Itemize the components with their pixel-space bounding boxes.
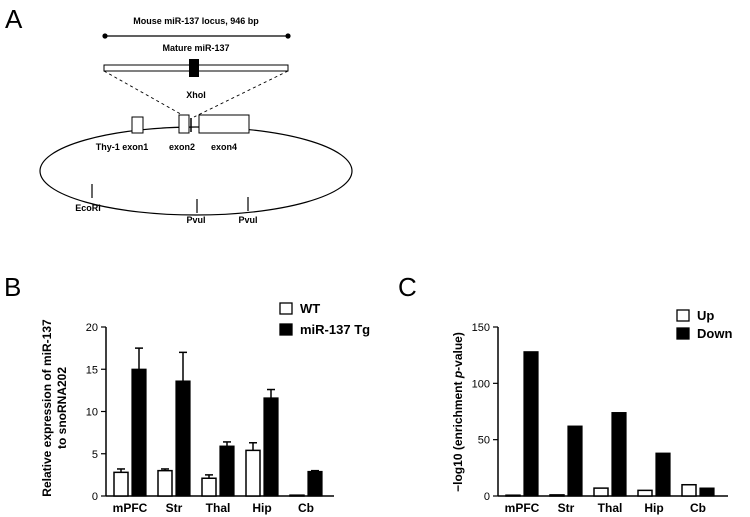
bar-wt-hip — [245, 449, 261, 497]
legend-label-down: Down — [697, 326, 732, 341]
locus-label: Mouse miR-137 locus, 946 bp — [133, 16, 259, 26]
chart-b-category-label: Str — [166, 501, 183, 515]
bar-mir-137-tg-cb — [307, 470, 323, 497]
bar-wt-mpfc — [113, 471, 129, 497]
bar-wt-cb — [289, 494, 305, 497]
chart-c-category-label: Cb — [690, 501, 706, 515]
locus-end-dot — [285, 33, 291, 39]
legend-label-up: Up — [697, 308, 714, 323]
chart-b-ytick-label: 15 — [86, 364, 98, 376]
chart-b-ytick-label: 10 — [86, 407, 98, 419]
exon4-box — [198, 114, 250, 134]
chart-c-legend: Up Down — [676, 308, 732, 341]
bar-up-mpfc — [505, 494, 521, 497]
panel-letter-b: B — [4, 272, 21, 302]
chart-c-ytick-label: 150 — [472, 322, 490, 334]
bar-mir-137-tg-str — [175, 380, 191, 497]
panel-letter-c: C — [398, 272, 417, 302]
chart-b-bars — [113, 347, 323, 497]
bar-up-cb — [681, 483, 697, 497]
chart-b: Relative expression of miR-137 to snoRNA… — [40, 301, 370, 515]
legend-swatch-up — [676, 309, 690, 322]
chart-c-ytick-label: 50 — [478, 435, 490, 447]
bar-down-cb — [699, 487, 715, 497]
chart-c-ylabel-prefix: −log10 (enrichment — [451, 378, 465, 492]
chart-b-ytick-label: 20 — [86, 322, 98, 334]
mature-label: Mature miR-137 — [162, 43, 229, 53]
exon1-box — [131, 116, 144, 134]
chart-b-legend: WT miR-137 Tg — [279, 301, 370, 337]
legend-label-wt: WT — [300, 301, 320, 316]
chart-c-category-label: Thal — [598, 501, 623, 515]
zoom-line-right — [193, 70, 289, 118]
chart-c-ylabel-italic: p — [451, 371, 465, 379]
construct-diagram: Mouse miR-137 locus, 946 bp Mature miR-1… — [39, 16, 353, 225]
bar-mir-137-tg-thal — [219, 445, 235, 497]
chart-b-category-label: mPFC — [113, 501, 148, 515]
chart-c-category-label: Str — [558, 501, 575, 515]
pvui-label-1: PvuI — [186, 215, 205, 225]
exon4-label: exon4 — [211, 142, 237, 152]
chart-c-ytick-label: 100 — [472, 378, 490, 390]
bar-wt-str — [157, 469, 173, 497]
chart-b-ytick-label: 5 — [92, 449, 98, 461]
legend-swatch-wt — [279, 302, 293, 315]
chart-c-bars — [505, 351, 715, 497]
exon2-box — [178, 114, 190, 134]
chart-b-category-label: Thal — [206, 501, 231, 515]
bar-down-str — [567, 425, 583, 497]
chart-c-category-label: mPFC — [505, 501, 540, 515]
legend-label-tg: miR-137 Tg — [300, 322, 370, 337]
chart-b-category-label: Cb — [298, 501, 314, 515]
bar-down-mpfc — [523, 351, 539, 497]
chart-c-yticks: 0 50 100 150 — [472, 322, 498, 503]
bar-mir-137-tg-mpfc — [131, 368, 147, 497]
bar-up-str — [549, 494, 565, 497]
panel-letter-a: A — [5, 4, 23, 34]
bar-wt-thal — [201, 477, 217, 497]
legend-swatch-tg — [279, 323, 293, 336]
legend-swatch-down — [676, 327, 690, 340]
bar-down-thal — [611, 412, 627, 497]
chart-c-ylabel-suffix: -value) — [451, 332, 465, 371]
chart-c: −log10 (enrichment p-value) 0 50 100 150 mP… — [451, 308, 732, 515]
chart-b-ylabel-line2: to snoRNA202 — [55, 367, 69, 449]
chart-c-ylabel: −log10 (enrichment p-value) — [451, 332, 465, 492]
chart-c-category-label: Hip — [644, 501, 663, 515]
mature-mirna-block — [189, 59, 199, 77]
bar-down-hip — [655, 452, 671, 497]
bar-up-hip — [637, 489, 653, 497]
chart-b-ytick-label: 0 — [92, 491, 98, 503]
chart-c-categories: mPFC Str Thal Hip Cb — [505, 501, 706, 515]
bar-up-thal — [593, 487, 609, 497]
exon1-label: Thy-1 exon1 — [96, 142, 149, 152]
pvui-label-2: PvuI — [238, 215, 257, 225]
ecori-label: EcoRI — [75, 203, 101, 213]
zoom-line-left — [103, 70, 187, 118]
chart-c-ytick-label: 0 — [484, 491, 490, 503]
chart-b-yticks: 0 5 10 15 20 — [86, 322, 106, 503]
plasmid-ring — [39, 126, 353, 216]
xhoi-label: XhoI — [186, 90, 206, 100]
chart-b-ylabel-line1: Relative expression of miR-137 — [40, 319, 54, 497]
exon2-label: exon2 — [169, 142, 195, 152]
chart-b-categories: mPFC Str Thal Hip Cb — [113, 501, 314, 515]
bar-mir-137-tg-hip — [263, 397, 279, 497]
locus-start-dot — [102, 33, 108, 39]
chart-b-category-label: Hip — [252, 501, 271, 515]
